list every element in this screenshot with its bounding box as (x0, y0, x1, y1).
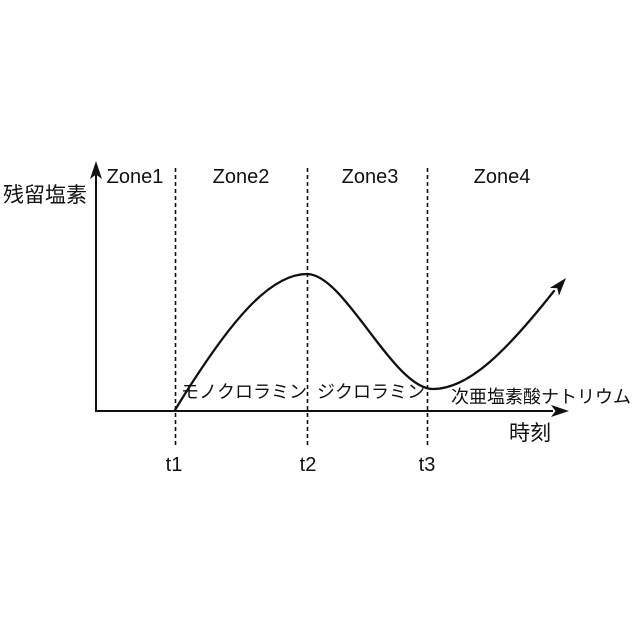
tick-t3: t3 (419, 454, 436, 476)
curve-arrowhead (549, 278, 566, 296)
zone1-label: Zone1 (107, 166, 164, 188)
y-axis-label: 残留塩素 (3, 184, 87, 207)
zone3-label: Zone3 (342, 166, 399, 188)
zone4-label: Zone4 (474, 166, 531, 188)
tick-labels: t1 t2 t3 (166, 454, 436, 476)
x-axis-label: 時刻 (509, 422, 551, 445)
sodium-hypochlorite-label: 次亜塩素酸ナトリウム (451, 387, 631, 407)
residual-chlorine-curve (173, 272, 556, 412)
y-axis-arrowhead (90, 161, 102, 179)
tick-t1: t1 (166, 454, 183, 476)
zone2-label: Zone2 (213, 166, 270, 188)
axes (90, 161, 569, 417)
tick-t2: t2 (300, 454, 317, 476)
dichloramine-label: ジクロラミン (317, 382, 425, 402)
zone-labels: Zone1 Zone2 Zone3 Zone4 (107, 166, 531, 188)
monochloramine-label: モノクロラミン (181, 382, 307, 402)
x-axis-arrowhead (551, 405, 569, 417)
zone-dividers (174, 168, 429, 447)
region-annotations: モノクロラミン ジクロラミン 次亜塩素酸ナトリウム (181, 382, 631, 407)
